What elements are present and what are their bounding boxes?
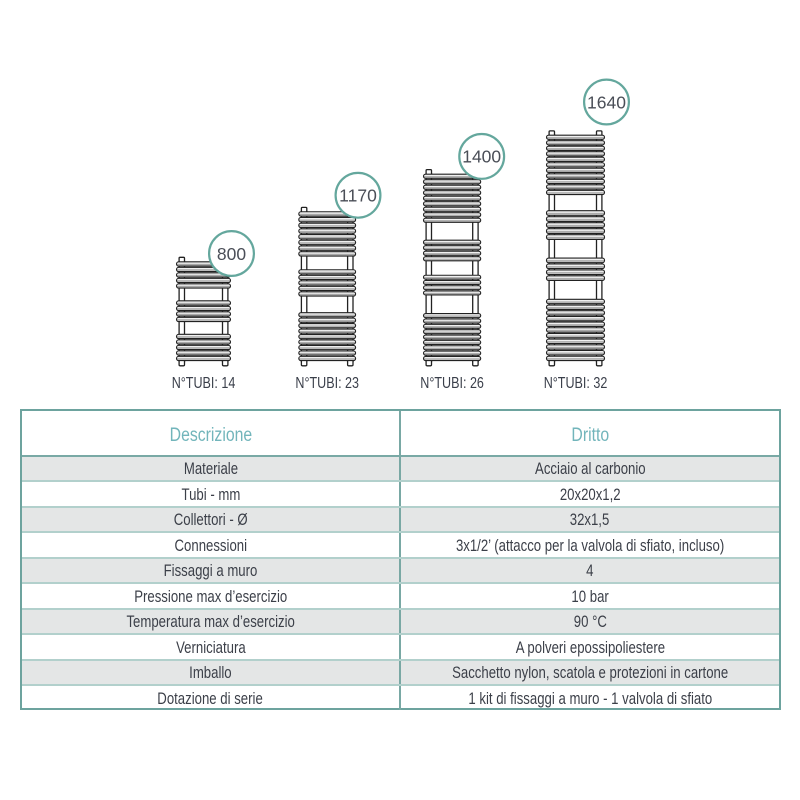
svg-text:800: 800 [217, 244, 246, 264]
svg-text:1400: 1400 [462, 147, 501, 167]
svg-text:N°TUBI: 26: N°TUBI: 26 [420, 375, 484, 393]
svg-text:N°TUBI: 14: N°TUBI: 14 [172, 375, 236, 393]
svg-text:N°TUBI: 32: N°TUBI: 32 [544, 375, 608, 393]
svg-text:1170: 1170 [339, 186, 377, 206]
svg-text:1640: 1640 [587, 92, 626, 112]
svg-text:N°TUBI: 23: N°TUBI: 23 [295, 375, 359, 393]
